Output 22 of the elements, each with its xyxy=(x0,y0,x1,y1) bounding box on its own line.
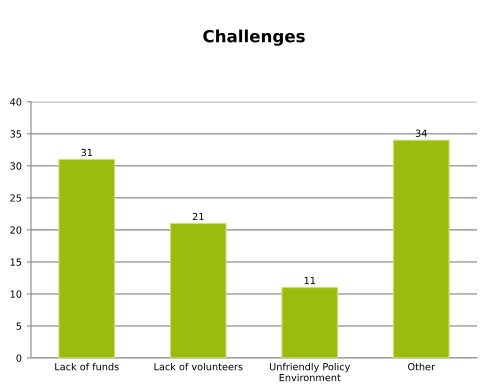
x-tick-label: Lack of funds xyxy=(55,362,119,370)
bar xyxy=(281,286,338,358)
bar xyxy=(58,158,116,358)
y-tick-label: 35 xyxy=(10,130,22,138)
x-tick-label: Other xyxy=(408,362,436,370)
x-tick-label: Unfriendly Policy Environment xyxy=(270,362,350,382)
y-tick-label: 15 xyxy=(10,258,22,266)
data-label: 31 xyxy=(81,148,92,156)
bar xyxy=(170,222,227,358)
data-label: 21 xyxy=(192,212,204,220)
y-tick-label: 20 xyxy=(10,226,22,234)
data-label: 11 xyxy=(304,277,316,284)
y-tick-label: 10 xyxy=(10,290,22,298)
y-tick-label: 25 xyxy=(10,194,22,202)
y-tick-label: 30 xyxy=(10,162,22,170)
chart-title: Challenges xyxy=(203,30,305,46)
bar xyxy=(392,140,450,358)
y-tick-label: 0 xyxy=(16,354,22,362)
data-label: 34 xyxy=(416,130,427,137)
y-tick-label: 40 xyxy=(10,98,22,106)
x-tick-label: Lack of volunteers xyxy=(154,362,243,370)
y-tick-label: 5 xyxy=(16,322,22,330)
